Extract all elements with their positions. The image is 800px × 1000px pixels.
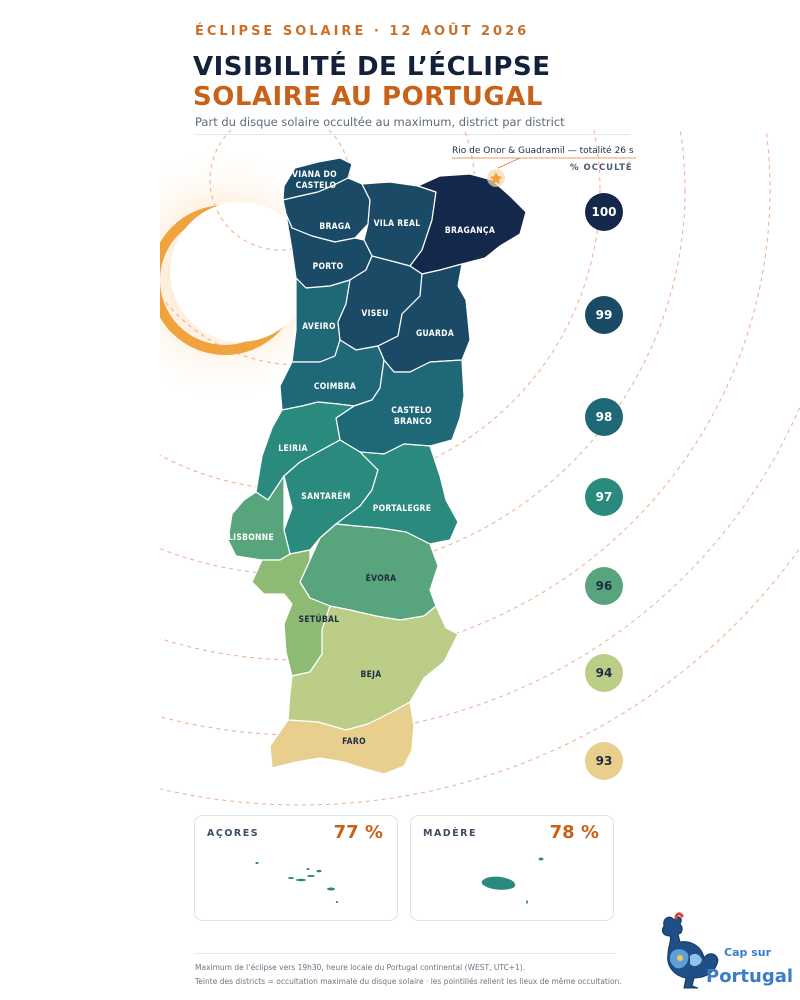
label-leiria: LEIRIA — [278, 444, 307, 454]
label-viseu: VISEU — [361, 309, 388, 319]
island-graciosa — [306, 868, 310, 870]
star-icon — [490, 172, 502, 184]
madeira-value: 78 % — [549, 822, 599, 843]
occultation-badge-97: 97 — [585, 478, 623, 516]
isoline-97 — [160, 130, 686, 576]
label-lisbonne: LISBONNE — [228, 533, 274, 543]
island-faial — [288, 877, 294, 879]
azores-card: AÇORES 77 % — [194, 815, 398, 921]
footer-note-2: Teinte des districts = occultation maxim… — [195, 977, 622, 986]
madeira-card: MADÈRE 78 % — [410, 815, 614, 921]
logo-text-cap-sur: Cap sur — [724, 946, 772, 959]
occultation-badge-94: 94 — [585, 654, 623, 692]
rooster-icon — [661, 912, 719, 989]
districts — [227, 157, 527, 775]
footer-note-1: Maximum de l’éclipse vers 19h30, heure l… — [195, 963, 526, 972]
island-pico — [296, 878, 306, 882]
island-sao-miguel — [327, 887, 335, 891]
azores-name: AÇORES — [207, 828, 260, 839]
label-beja: BEJA — [360, 670, 381, 680]
title-line-2: SOLAIRE AU PORTUGAL — [193, 82, 543, 112]
occultation-badge-99: 99 — [585, 296, 623, 334]
label-braga: BRAGA — [319, 222, 350, 232]
occultation-badge-93: 93 — [585, 742, 623, 780]
island-porto-santo — [538, 857, 544, 861]
logo-text-portugal: Portugal — [706, 966, 794, 987]
label-setubal: SETÚBAL — [299, 613, 340, 625]
label-evora: ÉVORA — [366, 572, 397, 584]
title-line-1: VISIBILITÉ DE L’ÉCLIPSE — [193, 52, 551, 82]
occultation-badge-100: 100 — [585, 193, 623, 231]
label-vila-real: VILA REAL — [374, 219, 421, 229]
occultation-badge-98: 98 — [585, 398, 623, 436]
totality-marker — [452, 157, 636, 187]
island-madeira — [481, 876, 516, 890]
district-faro[interactable] — [269, 701, 415, 775]
island-terceira — [316, 869, 322, 873]
page-title: VISIBILITÉ DE L’ÉCLIPSE SOLAIRE AU PORTU… — [193, 52, 550, 112]
label-braganca: BRAGANÇA — [445, 226, 495, 236]
page-subtitle: Part du disque solaire occultée au maxim… — [195, 115, 565, 129]
label-faro: FARO — [342, 737, 366, 747]
label-viana-do-castelo: VIANA DO CASTELO — [292, 170, 340, 191]
isoline-98 — [160, 130, 601, 491]
madeira-name: MADÈRE — [423, 828, 477, 839]
azores-value: 77 % — [333, 822, 383, 843]
header-divider — [195, 134, 630, 135]
island-desertas — [526, 900, 528, 904]
district-braganca[interactable] — [409, 173, 527, 275]
occultation-badge-96: 96 — [585, 567, 623, 605]
footer-divider — [195, 953, 615, 954]
callout-leader — [497, 157, 521, 169]
label-santarem: SANTARÉM — [301, 490, 350, 502]
label-aveiro: AVEIRO — [302, 322, 336, 332]
island-sao-jorge — [307, 875, 315, 877]
label-guarda: GUARDA — [416, 329, 454, 339]
label-coimbra: COIMBRA — [314, 382, 356, 392]
label-porto: PORTO — [313, 262, 344, 272]
label-portalegre: PORTALEGRE — [373, 504, 432, 514]
madeira-islands-map — [481, 857, 544, 904]
district-labels: VIANA DO CASTELO BRAGA VILA REAL BRAGANÇ… — [228, 170, 495, 747]
island-santa-maria — [335, 901, 339, 903]
totality-callout: Rio de Onor & Guadramil — totalité 26 s — [452, 146, 634, 156]
eclipse-kicker: ÉCLIPSE SOLAIRE · 12 AOÛT 2026 — [195, 24, 530, 39]
legend-title: % OCCULTÉ — [570, 163, 633, 173]
moon-disc — [170, 202, 310, 342]
island-flores — [255, 862, 259, 864]
azores-islands-map — [255, 862, 339, 903]
label-castelo-branco: CASTELO BRANCO — [391, 406, 435, 427]
